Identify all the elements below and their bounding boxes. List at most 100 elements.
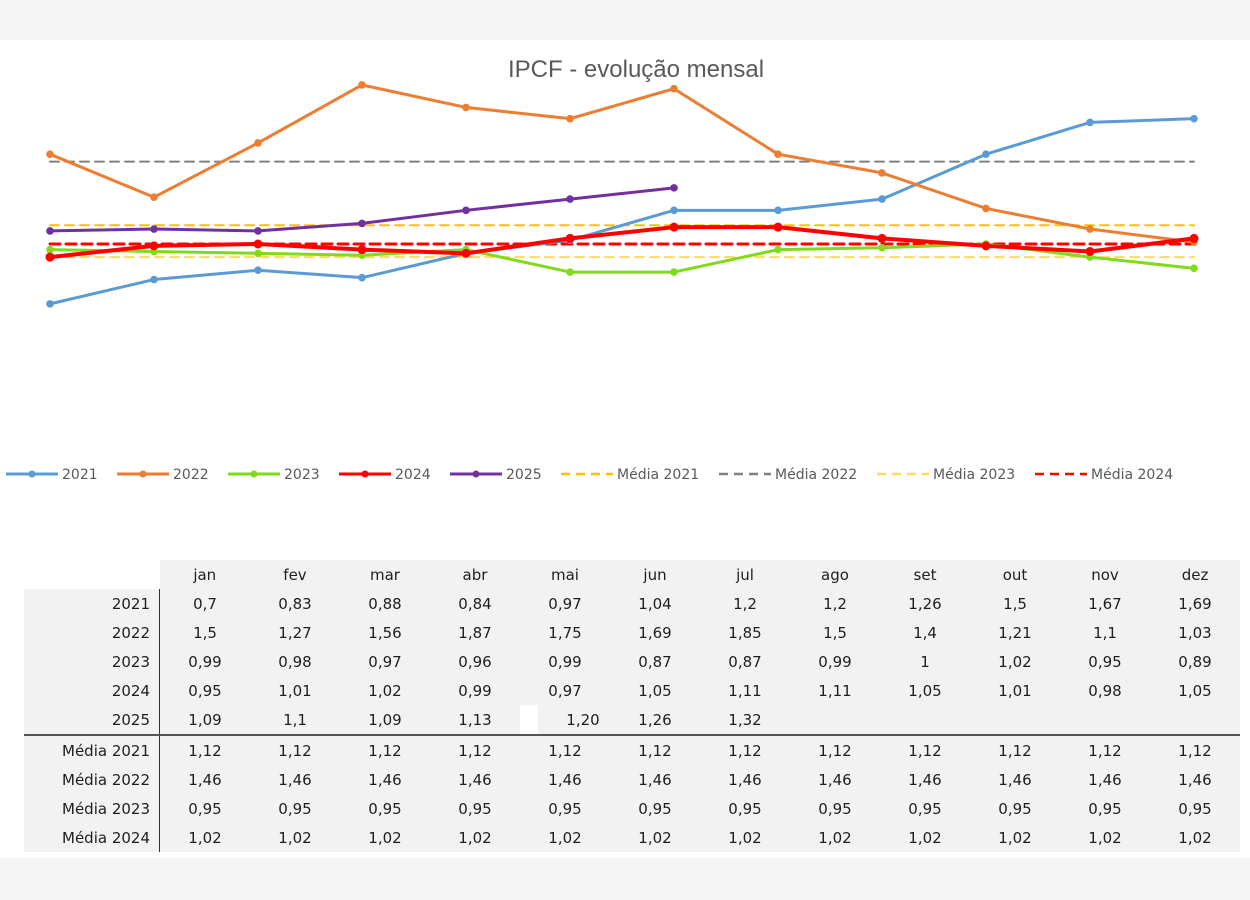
point-2022-nov	[1086, 225, 1094, 233]
legend-label-2021: 2021	[62, 467, 98, 483]
column-header-jan: jan	[159, 560, 250, 589]
table-cell: 1,04	[610, 589, 700, 618]
table-row: 2021 0,7 0,83 0,88 0,84 0,97 1,04 1,2 1,2 1,26 1,5…	[24, 589, 1240, 618]
point-2025-jun	[566, 195, 574, 203]
table-cell: 1,12	[610, 734, 700, 765]
point-2022-ago	[774, 150, 782, 158]
row-label: 2022	[24, 618, 160, 647]
table-cell: 1,05	[880, 676, 970, 705]
table-cell	[1150, 705, 1240, 735]
table-row: 2022 1,5 1,27 1,56 1,87 1,75 1,69 1,85 1,5 1,4 1,2…	[24, 618, 1240, 647]
table-cell: 1,05	[610, 676, 700, 705]
point-2021-dez	[1190, 114, 1198, 123]
table-cell: 0,89	[1150, 647, 1240, 676]
table-cell: 1,5	[970, 589, 1060, 618]
column-header-jun: jun	[610, 560, 700, 589]
table-cell: 1,46	[250, 765, 340, 794]
table-cell: 1,02	[880, 823, 970, 852]
point-2022-jul	[670, 84, 678, 93]
point-2024-jan	[45, 252, 55, 262]
table-cell: 1,5	[159, 618, 250, 647]
point-2022-abr	[358, 81, 366, 89]
row-label: Média 2024	[24, 823, 160, 852]
row-label: Média 2022	[24, 765, 160, 794]
chart-legend: 2021 2022 2023 2024 2025 Média 2021 Média 2022…	[6, 467, 1173, 483]
table-cell: 1,67	[1060, 589, 1150, 618]
table-cell: 1,85	[700, 618, 790, 647]
point-2023-dez	[1190, 264, 1198, 273]
series-line-2021	[48, 117, 1196, 306]
table-cell: 1,12	[1060, 734, 1150, 765]
row-label: 2025	[24, 705, 160, 735]
legend-label-2023: 2023	[284, 467, 320, 483]
point-2021-abr	[358, 273, 366, 282]
table-cell: 1,02	[159, 823, 250, 852]
table-cell: 1,46	[159, 765, 250, 794]
table-cell: 1,02	[340, 676, 430, 705]
chart-title: IPCF - evolução mensal	[508, 56, 764, 83]
table-cell: 1,26	[880, 589, 970, 618]
table-cell: 1,46	[700, 765, 790, 794]
table-cell: 1,12	[970, 734, 1060, 765]
table-cell: 1,46	[790, 765, 880, 794]
table-cell: 1,11	[790, 676, 880, 705]
table-cell: 1,03	[1150, 618, 1240, 647]
column-header-mai: mai	[520, 560, 610, 589]
point-2023-jan	[46, 245, 54, 254]
table-cell: 1,2	[790, 589, 880, 618]
table-cell: 1,12	[790, 734, 880, 765]
point-2024-abr	[357, 245, 367, 255]
table-cell: 1,01	[970, 676, 1060, 705]
table-cell: 0,95	[159, 676, 250, 705]
table-cell: 0,95	[1150, 794, 1240, 823]
table-cell: 0,84	[430, 589, 520, 618]
column-header-fev: fev	[250, 560, 340, 589]
point-2024-mar	[253, 239, 263, 249]
table-cell: 0,83	[250, 589, 340, 618]
table-cell: 0,88	[340, 589, 430, 618]
table-cell: 0,87	[610, 647, 700, 676]
table-cell: 1,46	[1060, 765, 1150, 794]
table-cell: 1,12	[430, 734, 520, 765]
legend-label-m-dia-2022: Média 2022	[775, 467, 857, 483]
table-cell: 1,02	[340, 823, 430, 852]
table-cell: 0,97	[340, 647, 430, 676]
table-cell: 0,98	[250, 647, 340, 676]
point-2025-jan	[46, 227, 54, 235]
table-cell: 1,02	[430, 823, 520, 852]
point-2023-set	[878, 243, 886, 252]
table-cell: 0,95	[1060, 647, 1150, 676]
table-cell: 1,12	[520, 734, 610, 765]
table-cell: 1,12	[250, 734, 340, 765]
row-label: 2024	[24, 676, 160, 705]
table-cell: 1,21	[970, 618, 1060, 647]
legend-label-m-dia-2023: Média 2023	[933, 467, 1015, 483]
table-cell: 0,95	[430, 794, 520, 823]
table-cell: 1	[880, 647, 970, 676]
point-2024-jun	[565, 233, 575, 243]
point-2024-out	[981, 241, 991, 251]
point-2021-jan	[46, 300, 54, 308]
column-header-out: out	[970, 560, 1060, 589]
point-2025-mai	[462, 206, 470, 215]
table-cell: 1,12	[340, 734, 430, 765]
table-row: 2023 0,99 0,98 0,97 0,96 0,99 0,87 0,87 0,99 1 1,0…	[24, 647, 1240, 676]
table-cell: 1,46	[340, 765, 430, 794]
point-2021-jul	[670, 206, 678, 215]
table-header-row: jan fev mar abr mai jun jul ago set out nov dez	[24, 560, 1240, 589]
point-2023-jul	[670, 268, 678, 276]
column-header-set: set	[880, 560, 970, 589]
legend-label-2024: 2024	[395, 467, 431, 483]
table-cell: 1,69	[1150, 589, 1240, 618]
table-cell: 1,12	[700, 734, 790, 765]
table-cell: 0,97	[520, 589, 610, 618]
table-row: Média 2022 1,46 1,46 1,46 1,46 1,46 1,46 1,46 1,…	[24, 765, 1240, 794]
table-cell: 1,12	[1150, 734, 1240, 765]
table-cell: 1,5	[790, 618, 880, 647]
point-2024-nov	[1085, 246, 1095, 256]
table-cell: 1,46	[610, 765, 700, 794]
table-cell: 1,12	[159, 734, 250, 765]
point-2023-mar	[254, 249, 262, 258]
table-cell: 1,13	[430, 705, 520, 735]
row-label: Média 2023	[24, 794, 160, 823]
